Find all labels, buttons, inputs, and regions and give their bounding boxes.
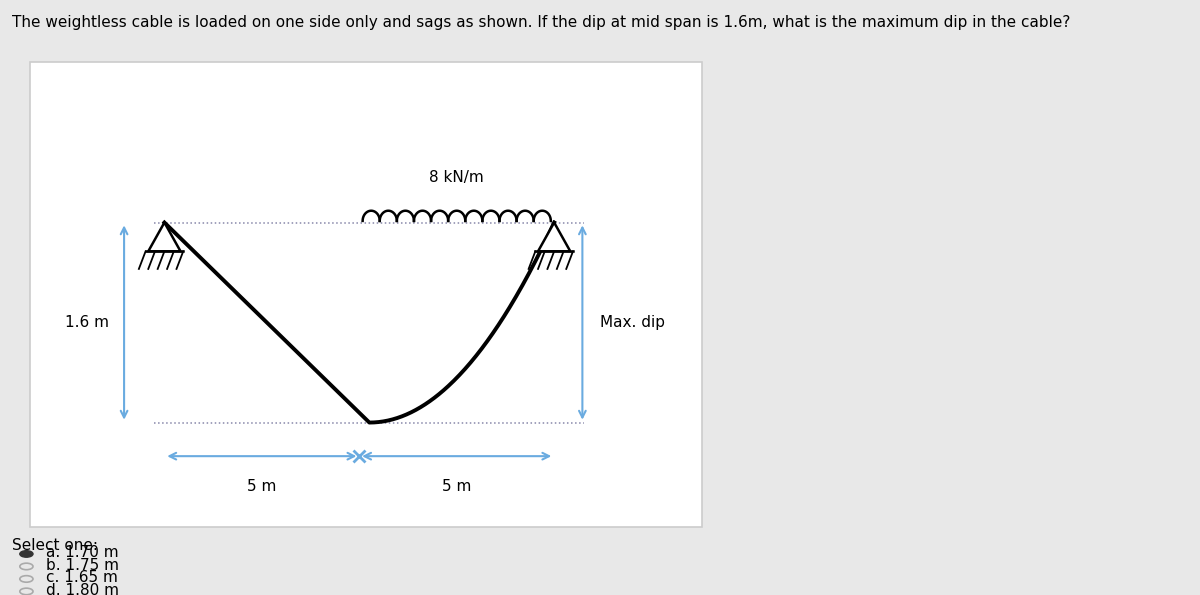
Text: 8 kN/m: 8 kN/m bbox=[430, 170, 484, 185]
Polygon shape bbox=[538, 223, 570, 251]
Text: d. 1.80 m: d. 1.80 m bbox=[46, 583, 119, 595]
Text: c. 1.65 m: c. 1.65 m bbox=[46, 570, 118, 585]
Text: 5 m: 5 m bbox=[442, 478, 472, 494]
Polygon shape bbox=[149, 223, 180, 251]
Text: Max. dip: Max. dip bbox=[600, 315, 665, 330]
Text: 5 m: 5 m bbox=[247, 478, 276, 494]
Text: a. 1.70 m: a. 1.70 m bbox=[46, 545, 119, 560]
Text: Select one:: Select one: bbox=[12, 538, 98, 553]
Circle shape bbox=[19, 551, 34, 557]
Text: 1.6 m: 1.6 m bbox=[65, 315, 109, 330]
FancyBboxPatch shape bbox=[30, 62, 702, 527]
Text: The weightless cable is loaded on one side only and sags as shown. If the dip at: The weightless cable is loaded on one si… bbox=[12, 15, 1070, 30]
Text: b. 1.75 m: b. 1.75 m bbox=[46, 558, 119, 573]
